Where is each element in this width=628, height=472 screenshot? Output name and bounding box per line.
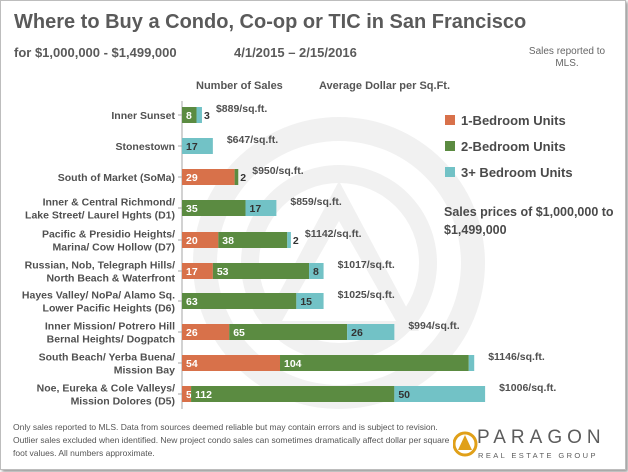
data-label: 65 [233,327,245,339]
bar-segment [182,138,213,154]
bar-segment [229,324,348,340]
bar-segment [182,200,246,216]
mls-note: Sales reported to MLS. [528,46,606,69]
price-per-sqft-label: $1025/sq.ft. [338,289,395,301]
legend-swatch [445,141,455,151]
data-label: 53 [217,266,229,278]
bar-segment [182,263,213,279]
bar-segment [182,232,219,248]
bar-segment [218,232,288,248]
legend-label: 3+ Bedroom Units [461,165,573,180]
bar-segment [245,200,277,216]
bar-segment [347,324,395,340]
data-label: 8 [313,266,319,278]
legend-swatch [445,167,455,177]
price-range-subtitle: for $1,000,000 - $1,499,000 [14,45,177,60]
bar-segment [287,232,291,248]
category-label: Lake Street/ Laurel Hghts (D1) [25,210,175,222]
category-label: North Beach & Waterfront [46,273,175,285]
price-per-sqft-header: Average Dollar per Sq.Ft. [319,80,451,92]
category-label: South Beach/ Yerba Buena/ [39,352,175,364]
bar-segment [182,169,235,185]
data-label: 35 [186,203,198,215]
data-label: 26 [351,327,363,339]
category-label: Inner Sunset [111,110,175,122]
data-label: 17 [250,203,262,215]
category-label: Inner Mission/ Potrero Hill [45,321,175,333]
category-label: Mission Dolores (D5) [71,396,175,408]
category-label: Noe, Eureka & Cole Valleys/ [37,383,175,395]
data-label: 29 [186,172,198,184]
logo-tagline: REAL ESTATE GROUP [478,451,598,460]
price-per-sqft-label: $1146/sq.ft. [488,351,545,363]
data-label: 2 [240,172,246,184]
bar-segment [196,107,202,123]
category-label: Bernal Heights/ Dogpatch [47,334,175,346]
category-label: Mission Bay [114,365,175,377]
price-range-annotation: Sales prices of $1,000,000 to $1,499,000 [444,205,614,237]
data-label: 50 [398,389,410,401]
bar-segment [182,107,197,123]
category-label: Hayes Valley/ NoPa/ Alamo Sq. [22,290,175,302]
footnote: Only sales reported to MLS. Data from so… [13,422,450,458]
data-label: 112 [195,389,212,401]
price-per-sqft-label: $1006/sq.ft. [499,382,556,394]
category-label: Stonestown [116,141,176,153]
category-label: Pacific & Presidio Heights/ [42,229,175,241]
data-label: 38 [222,235,234,247]
price-per-sqft-label: $950/sq.ft. [252,165,303,177]
category-label: South of Market (SoMa) [58,172,175,184]
chart-title: Where to Buy a Condo, Co-op or TIC in Sa… [14,11,527,33]
data-label: 5 [186,389,192,401]
bar-segment [182,324,230,340]
bar-segment [296,293,324,309]
bar-segment [182,386,192,402]
data-label: 3 [204,110,210,122]
bar-segment [234,169,239,185]
legend-label: 1-Bedroom Units [461,113,566,128]
bar-segment [309,263,324,279]
bar-segment [394,386,486,402]
data-label: 17 [186,266,198,278]
data-label: 104 [284,358,302,370]
bar-segment [182,355,281,371]
bar-segment [280,355,469,371]
logo-name: PARAGON [477,427,606,448]
category-label: Inner & Central Richmond/ [43,197,176,209]
price-per-sqft-label: $1017/sq.ft. [338,259,395,271]
data-label: 8 [186,110,192,122]
bar-segment [468,355,475,371]
category-label: Marina/ Cow Hollow (D7) [52,242,175,254]
bar-segment [191,386,395,402]
data-label: 26 [186,327,198,339]
data-label: 15 [300,296,312,308]
bar-segment [212,263,310,279]
data-label: 63 [186,296,198,308]
legend-swatch [445,115,455,125]
price-per-sqft-label: $647/sq.ft. [227,134,278,146]
data-label: 17 [186,141,198,153]
price-per-sqft-label: $994/sq.ft. [408,320,459,332]
data-label: 2 [293,235,299,247]
data-label: 54 [186,358,198,370]
data-label: 20 [186,235,198,247]
category-label: Russian, Nob, Telegraph Hills/ [25,260,175,272]
bar-segment [182,293,297,309]
category-label: Lower Pacific Heights (D6) [43,303,175,315]
paragon-logo-icon [453,431,478,457]
stacked-bar-chart: Inner Sunset 8 3$889/sq.ft.Stonestown 17$64… [22,101,573,409]
price-per-sqft-label: $859/sq.ft. [290,196,341,208]
legend-label: 2-Bedroom Units [461,139,566,154]
number-of-sales-header: Number of Sales [196,80,283,92]
price-per-sqft-label: $889/sq.ft. [216,103,267,115]
date-range: 4/1/2015 – 2/15/2016 [234,45,357,60]
price-per-sqft-label: $1142/sq.ft. [305,228,362,240]
